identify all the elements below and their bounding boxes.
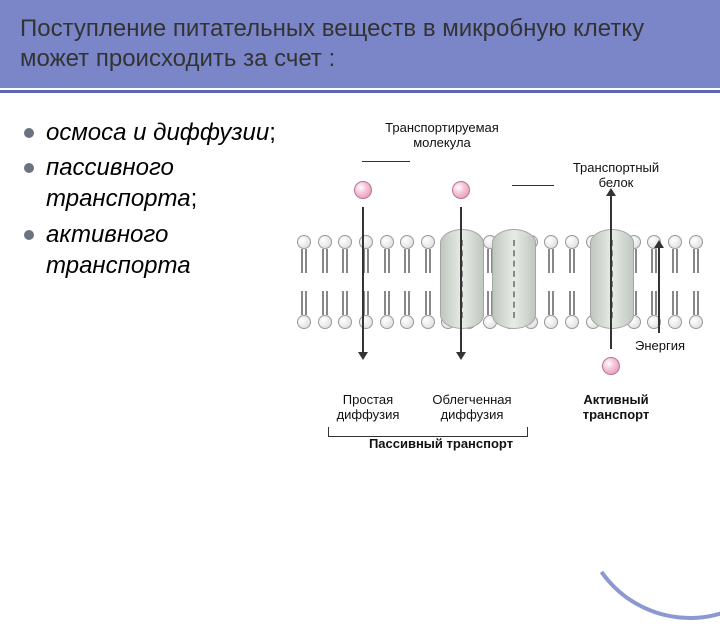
lipid (419, 289, 437, 329)
pointer-line (512, 185, 554, 186)
arrow-down (362, 207, 364, 353)
label-simple-diffusion: Простая диффузия (328, 393, 408, 423)
lipid (687, 289, 705, 329)
lipid (666, 235, 684, 275)
label-energy: Энергия (630, 339, 690, 354)
bullet-item: осмоса и диффузии; (24, 117, 284, 148)
pointer-line (362, 161, 410, 162)
arrow-up (658, 247, 660, 333)
lipid (357, 235, 375, 275)
lipid (378, 289, 396, 329)
lipid (316, 289, 334, 329)
lipid (378, 235, 396, 275)
lipid (398, 235, 416, 275)
lipid (563, 289, 581, 329)
label-transported-molecule: Транспортируемая молекула (372, 121, 512, 151)
lipid (316, 235, 334, 275)
bullet-list: осмоса и диффузии; пассивного транспорта;… (24, 117, 294, 457)
bullet-item: активного транспорта (24, 219, 284, 281)
lipid (398, 289, 416, 329)
lipid (336, 289, 354, 329)
lipid (666, 289, 684, 329)
slide-title: Поступление питательных веществ в микроб… (20, 14, 700, 74)
transport-protein (590, 229, 634, 329)
slide-header: Поступление питательных веществ в микроб… (0, 0, 720, 88)
arrow-up (610, 195, 612, 349)
lipid (542, 235, 560, 275)
transport-protein (492, 229, 536, 329)
lipid (419, 235, 437, 275)
label-transport-protein: Транспортный белок (556, 161, 676, 191)
label-passive-transport: Пассивный транспорт (356, 437, 526, 452)
passive-transport-bracket (328, 427, 528, 437)
bullet-item: пассивного транспорта; (24, 152, 284, 214)
transport-protein (440, 229, 484, 329)
lipid (645, 289, 663, 329)
lipid (563, 235, 581, 275)
lipid (687, 235, 705, 275)
arrow-down (460, 207, 462, 353)
lipid (295, 235, 313, 275)
molecule (452, 181, 470, 199)
molecule (354, 181, 372, 199)
label-facilitated-diffusion: Облегченная диффузия (422, 393, 522, 423)
lipid (542, 289, 560, 329)
membrane-diagram: Транспортируемая молекула Транспортный бе… (294, 117, 706, 457)
lipid (295, 289, 313, 329)
lipid (336, 235, 354, 275)
slide-content: осмоса и диффузии; пассивного транспорта;… (0, 93, 720, 467)
lipid (357, 289, 375, 329)
molecule (602, 357, 620, 375)
